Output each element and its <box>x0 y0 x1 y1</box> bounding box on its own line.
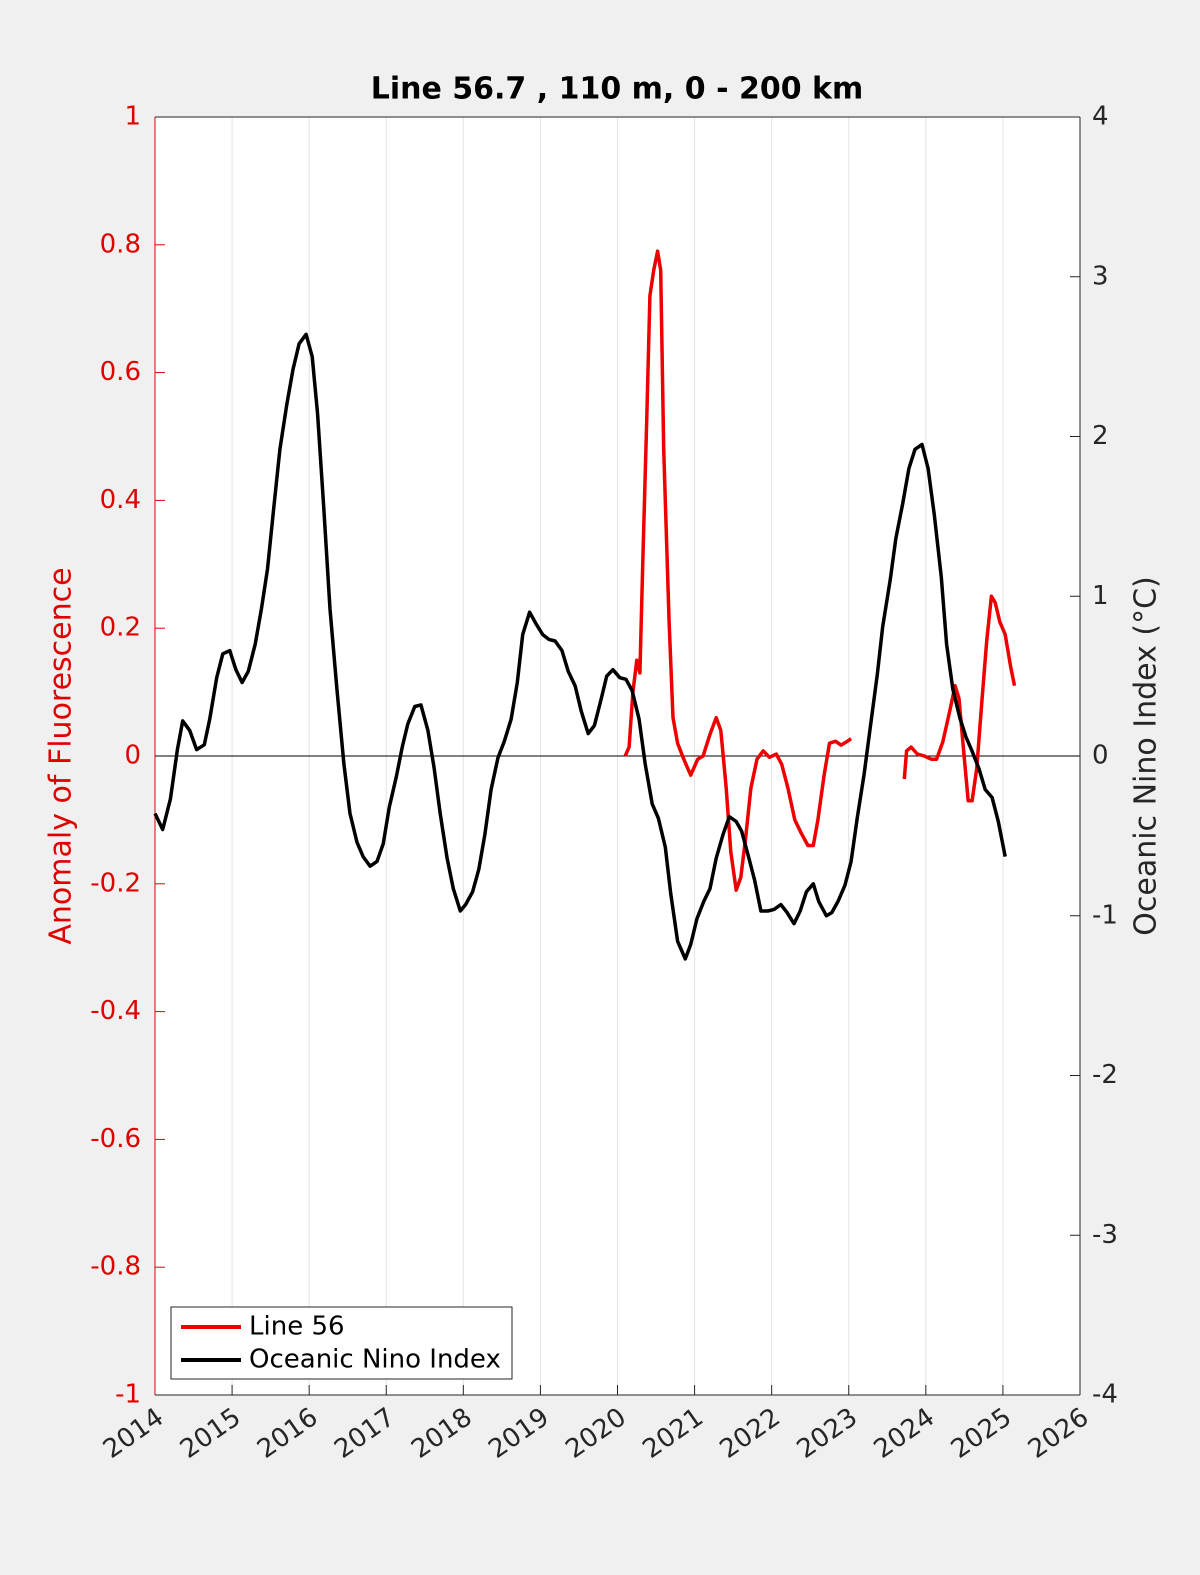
y2-tick-label: 3 <box>1092 261 1109 291</box>
x-tick-label: 2026 <box>1023 1402 1094 1465</box>
y-tick-label: -0.2 <box>90 868 141 898</box>
y-tick-label: 1 <box>124 102 141 132</box>
series-line <box>153 332 1007 961</box>
y2-tick-label: 1 <box>1092 581 1109 611</box>
legend-box <box>170 1306 513 1380</box>
x-tick-label: 2020 <box>560 1402 631 1465</box>
y-tick-label: 0.6 <box>100 357 141 387</box>
y2-tick-label: 2 <box>1092 421 1109 451</box>
x-tick-label: 2021 <box>637 1402 708 1465</box>
y-tick-label: -0.8 <box>90 1252 141 1282</box>
y-tick-label: -0.4 <box>90 996 141 1026</box>
y-tick-label: -0.6 <box>90 1124 141 1154</box>
y2-axis-label: Oceanic Nino Index (°C) <box>1129 576 1164 936</box>
y2-tick-label: -3 <box>1092 1220 1118 1250</box>
y2-tick-label: 4 <box>1092 102 1109 132</box>
x-tick-label: 2014 <box>98 1402 169 1465</box>
x-tick-label: 2017 <box>329 1402 400 1465</box>
x-tick-label: 2016 <box>252 1402 323 1465</box>
y2-tick-label: 0 <box>1092 741 1109 771</box>
y-tick-label: 0.2 <box>100 613 141 643</box>
legend-label: Oceanic Nino Index <box>249 1345 501 1375</box>
x-tick-label: 2019 <box>483 1402 554 1465</box>
chart-title: Line 56.7 , 110 m, 0 - 200 km <box>371 72 864 107</box>
y2-tick-label: -1 <box>1092 900 1118 930</box>
series-line <box>623 249 1017 892</box>
x-tick-label: 2023 <box>792 1402 863 1465</box>
y-tick-label: -1 <box>115 1380 141 1410</box>
x-tick-label: 2025 <box>946 1402 1017 1465</box>
y-tick-label: 0 <box>124 741 141 771</box>
x-tick-label: 2018 <box>406 1402 477 1465</box>
x-tick-label: 2015 <box>175 1402 246 1465</box>
legend-label: Line 56 <box>249 1312 345 1342</box>
y-axis-label: Anomaly of Fluorescence <box>44 567 79 944</box>
x-tick-label: 2022 <box>715 1402 786 1465</box>
x-tick-label: 2024 <box>869 1402 940 1465</box>
y-tick-label: 0.8 <box>100 229 141 259</box>
y-tick-label: 0.4 <box>100 485 141 515</box>
y2-tick-label: -4 <box>1092 1380 1118 1410</box>
y2-tick-label: -2 <box>1092 1060 1118 1090</box>
